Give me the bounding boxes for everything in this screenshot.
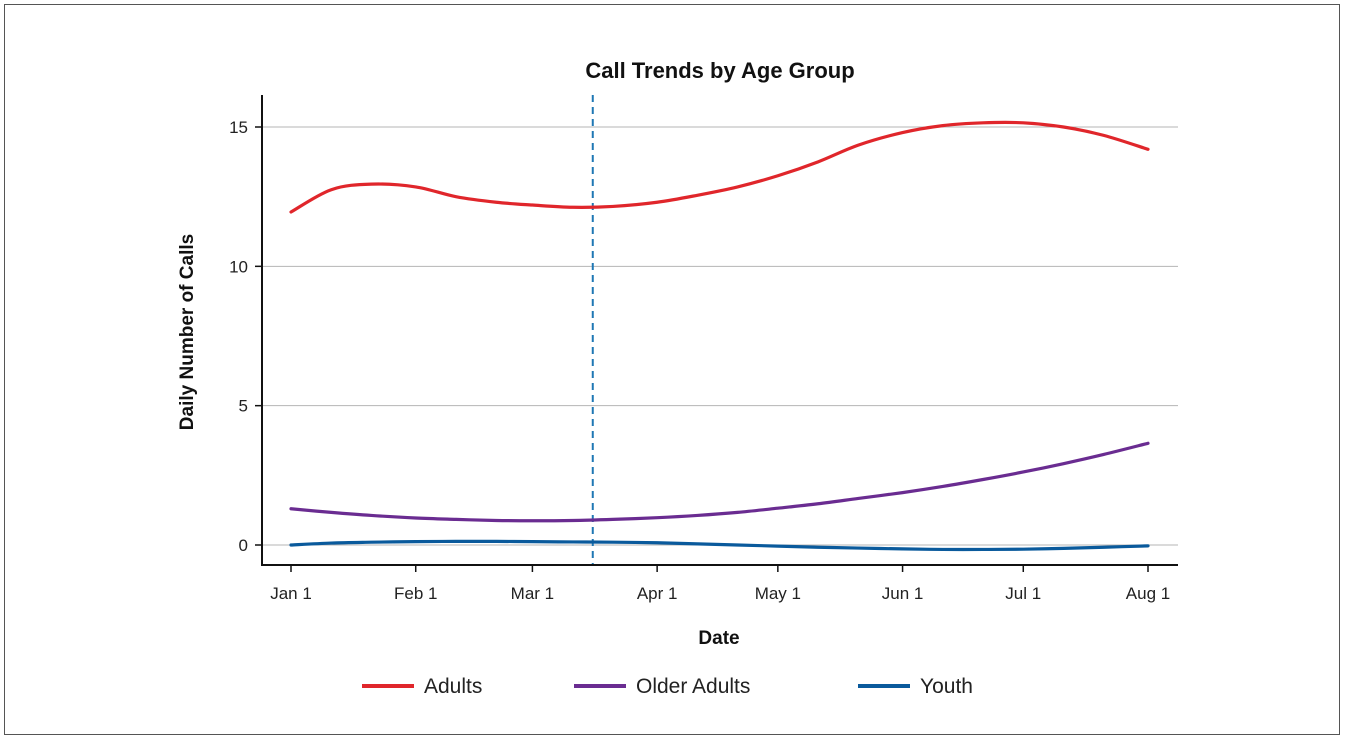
x-axis-ticks: Jan 1 Feb 1 Mar 1 Apr 1 May 1 Jun 1 Jul 1 Aug 1 — [270, 565, 1170, 603]
legend: Adults Older Adults Youth — [362, 675, 973, 698]
series-line-older-adults — [289, 441, 1150, 523]
legend-label-adults: Adults — [424, 675, 482, 698]
y-tick-label-0: 0 — [239, 536, 248, 555]
x-tick-label-3: Apr 1 — [637, 584, 678, 603]
x-tick-label-4: May 1 — [755, 584, 801, 603]
series-line-adults — [289, 120, 1150, 214]
x-tick-label-1: Feb 1 — [394, 584, 437, 603]
x-tick-label-6: Jul 1 — [1005, 584, 1041, 603]
series-line-youth — [289, 539, 1150, 552]
y-axis-title: Daily Number of Calls — [177, 234, 198, 430]
x-tick-label-5: Jun 1 — [882, 584, 924, 603]
chart-frame — [4, 4, 1340, 735]
y-tick-label-10: 10 — [229, 257, 248, 276]
legend-label-youth: Youth — [920, 675, 973, 698]
y-tick-label-5: 5 — [239, 397, 248, 416]
chart-title: Call Trends by Age Group — [585, 58, 854, 83]
x-axis-title: Date — [698, 628, 739, 649]
legend-label-older-adults: Older Adults — [636, 675, 750, 698]
x-tick-label-7: Aug 1 — [1126, 584, 1170, 603]
x-tick-label-2: Mar 1 — [511, 584, 554, 603]
y-axis-ticks: 0 5 10 15 — [229, 118, 262, 555]
series-lines — [289, 120, 1150, 552]
axes — [261, 95, 1178, 566]
y-tick-label-15: 15 — [229, 118, 248, 137]
x-tick-label-0: Jan 1 — [270, 584, 312, 603]
